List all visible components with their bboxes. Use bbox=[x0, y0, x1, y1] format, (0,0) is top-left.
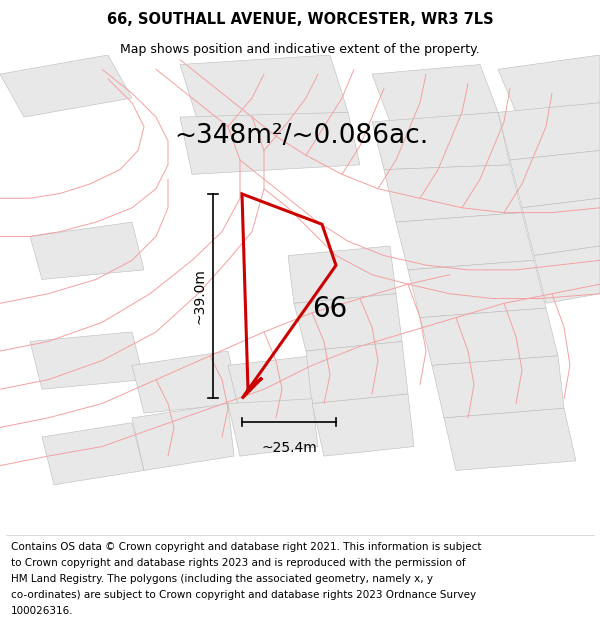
Text: 66, SOUTHALL AVENUE, WORCESTER, WR3 7LS: 66, SOUTHALL AVENUE, WORCESTER, WR3 7LS bbox=[107, 12, 493, 27]
Text: ~348m²/~0.086ac.: ~348m²/~0.086ac. bbox=[174, 123, 428, 149]
Polygon shape bbox=[498, 102, 600, 160]
Text: co-ordinates) are subject to Crown copyright and database rights 2023 Ordnance S: co-ordinates) are subject to Crown copyr… bbox=[11, 590, 476, 600]
Polygon shape bbox=[30, 222, 144, 279]
Text: 66: 66 bbox=[313, 296, 347, 323]
Polygon shape bbox=[132, 404, 234, 471]
Polygon shape bbox=[420, 308, 558, 366]
Polygon shape bbox=[30, 332, 144, 389]
Polygon shape bbox=[384, 165, 522, 222]
Text: 100026316.: 100026316. bbox=[11, 606, 73, 616]
Polygon shape bbox=[132, 351, 240, 413]
Polygon shape bbox=[306, 341, 408, 404]
Polygon shape bbox=[372, 112, 510, 169]
Polygon shape bbox=[396, 213, 534, 270]
Polygon shape bbox=[408, 261, 546, 318]
Text: HM Land Registry. The polygons (including the associated geometry, namely x, y: HM Land Registry. The polygons (includin… bbox=[11, 574, 433, 584]
Text: Contains OS data © Crown copyright and database right 2021. This information is : Contains OS data © Crown copyright and d… bbox=[11, 542, 481, 552]
Polygon shape bbox=[444, 408, 576, 471]
Text: Map shows position and indicative extent of the property.: Map shows position and indicative extent… bbox=[120, 43, 480, 56]
Polygon shape bbox=[228, 399, 318, 456]
Polygon shape bbox=[312, 394, 414, 456]
Polygon shape bbox=[288, 246, 396, 303]
Text: to Crown copyright and database rights 2023 and is reproduced with the permissio: to Crown copyright and database rights 2… bbox=[11, 558, 466, 568]
Polygon shape bbox=[432, 356, 564, 418]
Polygon shape bbox=[294, 294, 402, 351]
Polygon shape bbox=[0, 55, 132, 117]
Polygon shape bbox=[372, 64, 498, 122]
Polygon shape bbox=[180, 112, 360, 174]
Polygon shape bbox=[522, 198, 600, 256]
Polygon shape bbox=[510, 151, 600, 208]
Polygon shape bbox=[228, 356, 318, 413]
Polygon shape bbox=[42, 422, 144, 485]
Text: ~25.4m: ~25.4m bbox=[261, 441, 317, 455]
Polygon shape bbox=[180, 55, 348, 122]
Polygon shape bbox=[498, 55, 600, 112]
Text: ~39.0m: ~39.0m bbox=[193, 268, 207, 324]
Polygon shape bbox=[534, 246, 600, 303]
